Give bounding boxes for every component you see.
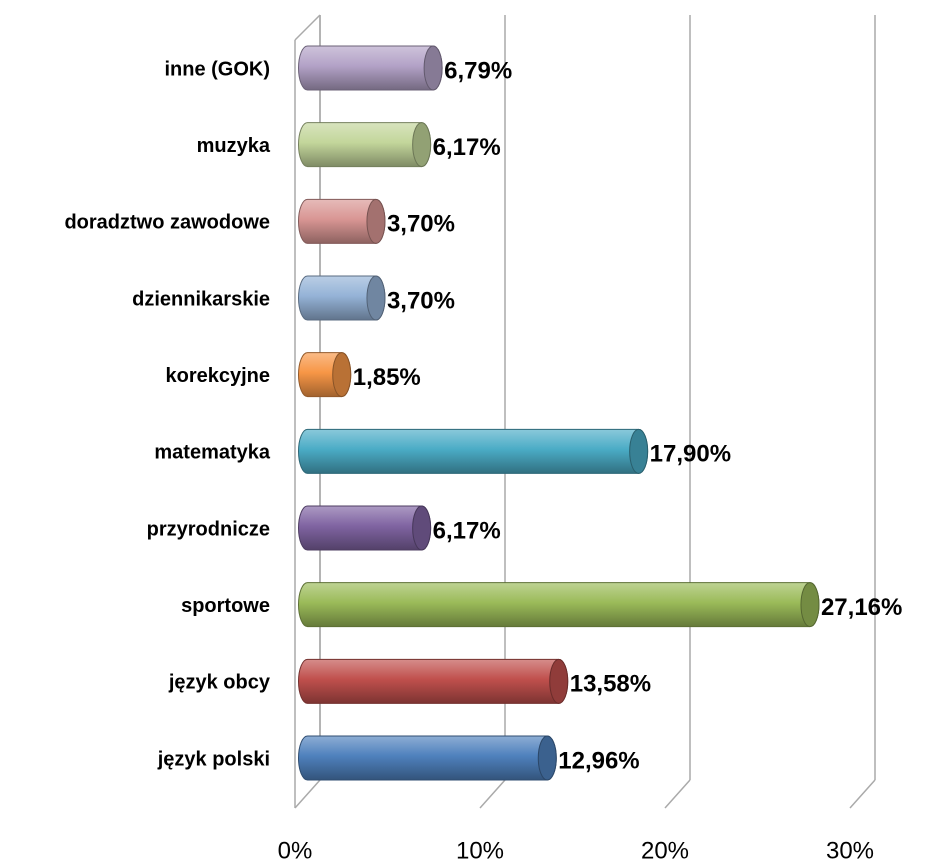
bar xyxy=(298,428,649,474)
grid-line xyxy=(664,779,691,809)
bar-cap xyxy=(423,45,443,91)
value-label: 17,90% xyxy=(650,441,731,468)
value-label: 3,70% xyxy=(387,211,455,238)
value-label: 27,16% xyxy=(821,594,902,621)
bar-cap xyxy=(332,352,352,398)
bar xyxy=(298,505,432,551)
grid-line xyxy=(294,779,321,809)
x-tick-label: 10% xyxy=(456,837,504,864)
grid-line xyxy=(849,779,876,809)
value-label: 1,85% xyxy=(353,364,421,391)
bar xyxy=(298,582,820,628)
bar xyxy=(298,658,569,704)
category-label: matematyka xyxy=(154,442,271,464)
x-tick-label: 0% xyxy=(278,837,313,864)
bar xyxy=(298,45,443,91)
category-label: sportowe xyxy=(181,595,270,617)
bar-cap xyxy=(537,735,557,781)
category-label: język polski xyxy=(157,748,270,770)
bar-cap xyxy=(549,658,569,704)
bar-cap xyxy=(412,122,432,168)
x-tick-label: 30% xyxy=(826,837,874,864)
value-label: 13,58% xyxy=(570,671,651,698)
bar-cap xyxy=(412,505,432,551)
bar xyxy=(298,122,432,168)
wall-top xyxy=(294,14,321,41)
bar xyxy=(298,735,557,781)
category-label: doradztwo zawodowe xyxy=(64,212,270,234)
category-label: muzyka xyxy=(197,135,271,157)
value-label: 3,70% xyxy=(387,287,455,314)
x-tick-label: 20% xyxy=(641,837,689,864)
category-label: przyrodnicze xyxy=(147,518,270,540)
category-label: język obcy xyxy=(168,672,271,694)
grid-line xyxy=(479,779,506,809)
value-label: 12,96% xyxy=(558,747,639,774)
bar-cap xyxy=(366,198,386,244)
bar-cap xyxy=(629,428,649,474)
value-label: 6,17% xyxy=(433,134,501,161)
value-label: 6,17% xyxy=(433,517,501,544)
bar-cap xyxy=(800,582,820,628)
category-label: inne (GOK) xyxy=(164,58,270,80)
category-label: dziennikarskie xyxy=(132,288,270,310)
bar-cap xyxy=(366,275,386,321)
category-label: korekcyjne xyxy=(165,365,270,387)
value-label: 6,79% xyxy=(444,57,512,84)
